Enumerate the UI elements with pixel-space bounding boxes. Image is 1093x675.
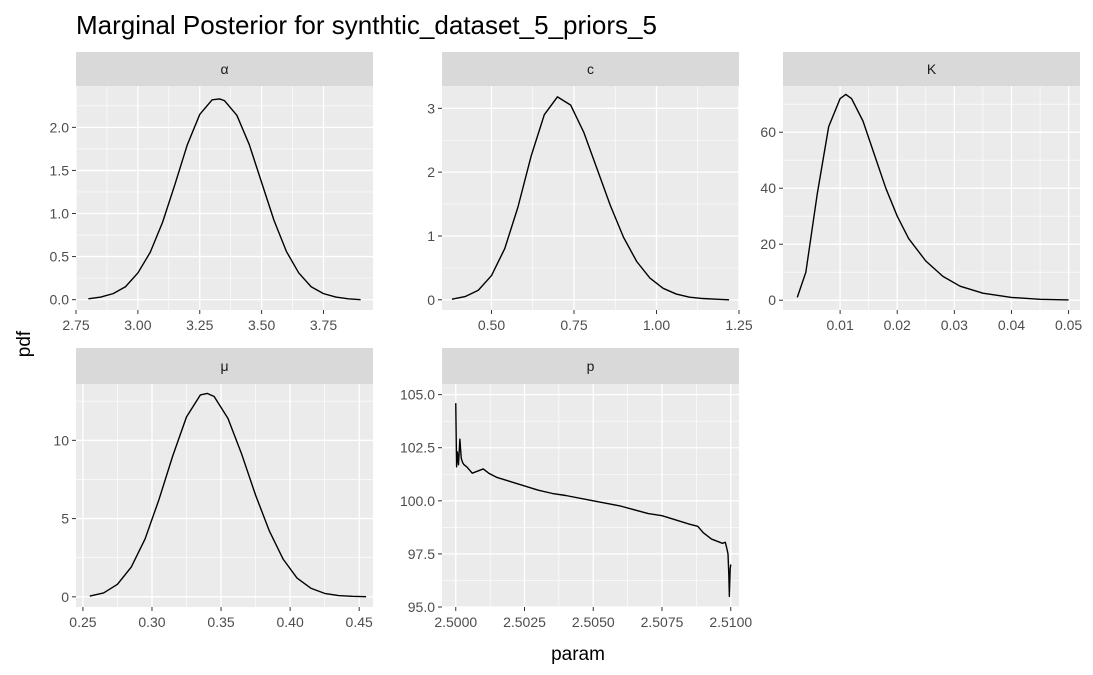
x-tick-label: 3.50: [248, 317, 275, 333]
panel-background: [76, 384, 373, 607]
x-tick-label: 1.25: [725, 317, 752, 333]
facet-strip-label: μ: [220, 358, 228, 374]
facet-panel-3: μ 0.25 0.30 0.35 0.40 0.45 0 5 10: [53, 348, 373, 630]
facet-strip: [442, 348, 739, 384]
facet-strip: [76, 348, 373, 384]
facet-panel-1: c 0.50 0.75 1.00 1.25 0 1 2 3: [427, 52, 753, 333]
y-tick-label: 3: [427, 100, 435, 116]
facet-strip-label: c: [587, 61, 594, 77]
density-line: [451, 96, 730, 301]
facet-strip: [442, 52, 739, 86]
x-tick-label: 2.5100: [709, 614, 752, 630]
x-tick-label: 3.75: [310, 317, 337, 333]
x-tick-label: 0.01: [826, 317, 853, 333]
facet-panel-0: α 2.75 3.00 3.25 3.50 3.75 0.0 0.5 1.0 1.5 2.0: [50, 52, 373, 333]
chart-title: Marginal Posterior for synthtic_dataset_…: [76, 10, 657, 40]
y-tick-label: 97.5: [408, 546, 435, 562]
facet-panel-2: K 0.01 0.02 0.03 0.04 0.05 0 20 40 60: [760, 52, 1082, 333]
x-tick-label: 2.5050: [572, 614, 615, 630]
y-tick-label: 60: [760, 124, 776, 140]
facet-panels: α 2.75 3.00 3.25 3.50 3.75 0.0 0.5 1.0 1.5 2.0 c 0.5…: [50, 52, 1082, 630]
y-tick-label: 0: [427, 292, 435, 308]
x-tick-label: 0.35: [207, 614, 234, 630]
facet-strip: [783, 52, 1080, 86]
density-line: [89, 392, 367, 598]
facet-strip-label: p: [587, 358, 595, 374]
y-tick-label: 0.0: [50, 292, 70, 308]
x-tick-label: 0.05: [1055, 317, 1082, 333]
panel-background: [442, 384, 739, 607]
facet-strip-label: α: [220, 61, 228, 77]
facet-strip: [76, 52, 373, 86]
facet-panel-4: p 2.5000 2.5025 2.5050 2.5075 2.5100 95.0 97.5 1…: [400, 348, 752, 630]
x-tick-label: 0.40: [276, 614, 303, 630]
y-tick-label: 1.0: [50, 206, 70, 222]
y-tick-label: 1: [427, 228, 435, 244]
x-tick-label: 3.00: [124, 317, 151, 333]
x-axis-title: param: [551, 644, 605, 665]
gridlines: [76, 384, 373, 607]
y-tick-label: 100.0: [400, 493, 435, 509]
panel-background: [783, 86, 1080, 310]
y-tick-label: 40: [760, 180, 776, 196]
y-tick-label: 0: [768, 292, 776, 308]
x-tick-label: 0.45: [346, 614, 373, 630]
facet-strip-label: K: [927, 61, 937, 77]
y-tick-label: 20: [760, 236, 776, 252]
y-tick-label: 105.0: [400, 387, 435, 403]
y-tick-label: 0: [61, 589, 69, 605]
x-tick-label: 0.04: [998, 317, 1025, 333]
x-tick-label: 2.75: [62, 317, 89, 333]
density-line: [796, 93, 1069, 301]
x-tick-label: 2.5075: [641, 614, 684, 630]
gridlines: [783, 86, 1080, 310]
y-tick-label: 1.5: [50, 162, 70, 178]
density-line: [88, 98, 361, 301]
x-tick-label: 0.50: [478, 317, 505, 333]
x-tick-label: 2.5000: [434, 614, 477, 630]
y-axis-title: pdf: [14, 330, 35, 357]
panel-background: [76, 86, 373, 310]
x-tick-label: 0.03: [941, 317, 968, 333]
y-tick-label: 5: [61, 511, 69, 527]
y-tick-label: 0.5: [50, 249, 70, 265]
density-line: [455, 403, 732, 598]
x-tick-label: 3.25: [186, 317, 213, 333]
y-tick-label: 10: [53, 432, 69, 448]
y-tick-label: 2: [427, 164, 435, 180]
y-tick-label: 2.0: [50, 119, 70, 135]
x-tick-label: 1.00: [643, 317, 670, 333]
panel-background: [442, 86, 739, 310]
x-tick-label: 0.30: [138, 614, 165, 630]
x-tick-label: 0.75: [560, 317, 587, 333]
x-tick-label: 0.25: [69, 614, 96, 630]
y-tick-label: 95.0: [408, 599, 435, 615]
gridlines: [442, 86, 739, 310]
x-tick-label: 0.02: [884, 317, 911, 333]
x-tick-label: 2.5025: [503, 614, 546, 630]
y-tick-label: 102.5: [400, 440, 435, 456]
